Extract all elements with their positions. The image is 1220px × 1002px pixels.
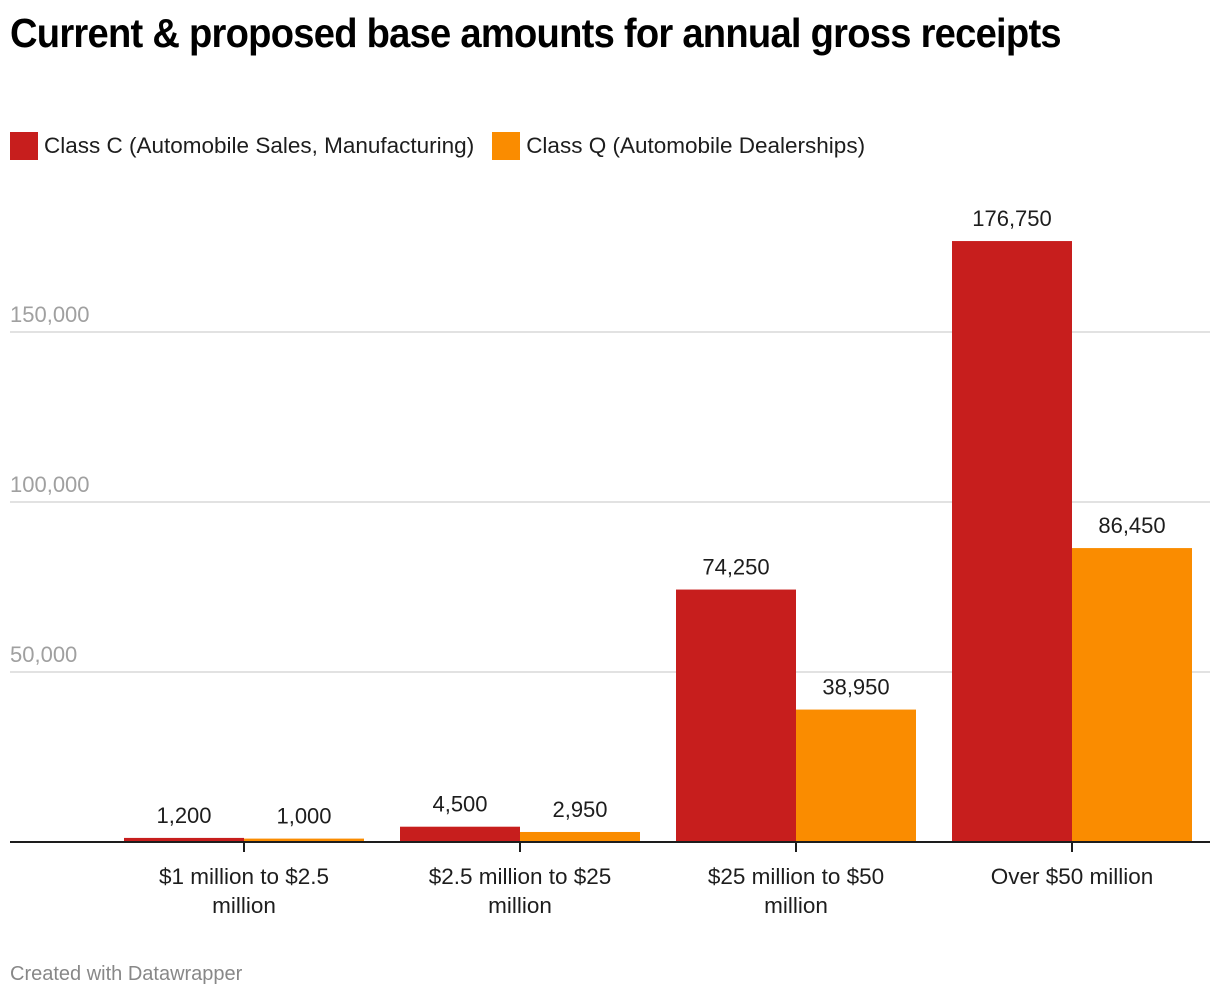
bar-class-q [244, 838, 364, 842]
data-label: 74,250 [702, 555, 769, 580]
x-tick-label: million [488, 893, 552, 918]
y-tick-label: 100,000 [10, 472, 90, 497]
bar-class-q [520, 831, 640, 842]
bar-class-q [796, 709, 916, 842]
bar-class-c [676, 589, 796, 842]
legend-item-class-q: Class Q (Automobile Dealerships) [492, 132, 865, 160]
x-tick-label: million [212, 893, 276, 918]
footer-credit: Created with Datawrapper [10, 963, 243, 985]
y-tick-label: 50,000 [10, 642, 77, 667]
x-tick-label: $1 million to $2.5 [159, 864, 329, 889]
legend-label-class-q: Class Q (Automobile Dealerships) [526, 133, 866, 158]
x-tick-label: Over $50 million [991, 864, 1154, 889]
data-label: 1,000 [276, 804, 331, 829]
bar-class-c [952, 241, 1072, 843]
legend-label-class-c: Class C (Automobile Sales, Manufacturing… [44, 133, 475, 158]
legend-item-class-c: Class C (Automobile Sales, Manufacturing… [10, 132, 474, 160]
legend-swatch-class-c [10, 132, 38, 160]
legend-swatch-class-q [492, 132, 521, 160]
chart-title: Current & proposed base amounts for annu… [10, 10, 1062, 56]
data-label: 1,200 [156, 803, 211, 828]
data-label: 2,950 [552, 797, 607, 822]
x-tick-label: $2.5 million to $25 [429, 864, 612, 889]
data-label: 38,950 [822, 675, 889, 700]
y-tick-label: 150,000 [10, 302, 90, 327]
data-label: 86,450 [1098, 513, 1165, 538]
x-tick-label: million [764, 893, 828, 918]
bar-class-c [400, 826, 520, 842]
data-label: 4,500 [432, 792, 487, 817]
data-label: 176,750 [972, 206, 1052, 231]
bar-class-c [124, 837, 244, 842]
legend: Class C (Automobile Sales, Manufacturing… [10, 132, 883, 160]
x-tick-label: $25 million to $50 [708, 864, 884, 889]
bar-class-q [1072, 548, 1192, 842]
